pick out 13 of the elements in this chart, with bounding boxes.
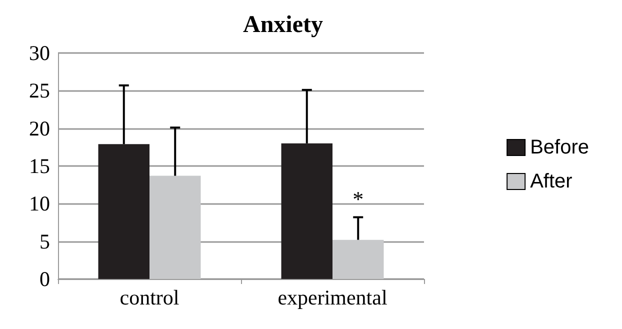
legend-label: After (530, 170, 573, 192)
y-tick-label: 5 (40, 229, 50, 254)
x-tick-label: experimental (278, 286, 388, 310)
legend-label: Before (530, 136, 590, 158)
y-tick-label: 25 (29, 78, 50, 103)
y-tick-label: 20 (29, 116, 50, 140)
x-tick-label: control (120, 286, 180, 310)
y-tick-label: 30 (29, 41, 50, 65)
y-tick-label: 0 (40, 267, 50, 291)
annotation: * (352, 186, 364, 212)
y-tick-label: 10 (29, 192, 50, 216)
chart-title: Anxiety (243, 12, 323, 38)
y-tick-label: 15 (29, 154, 50, 178)
